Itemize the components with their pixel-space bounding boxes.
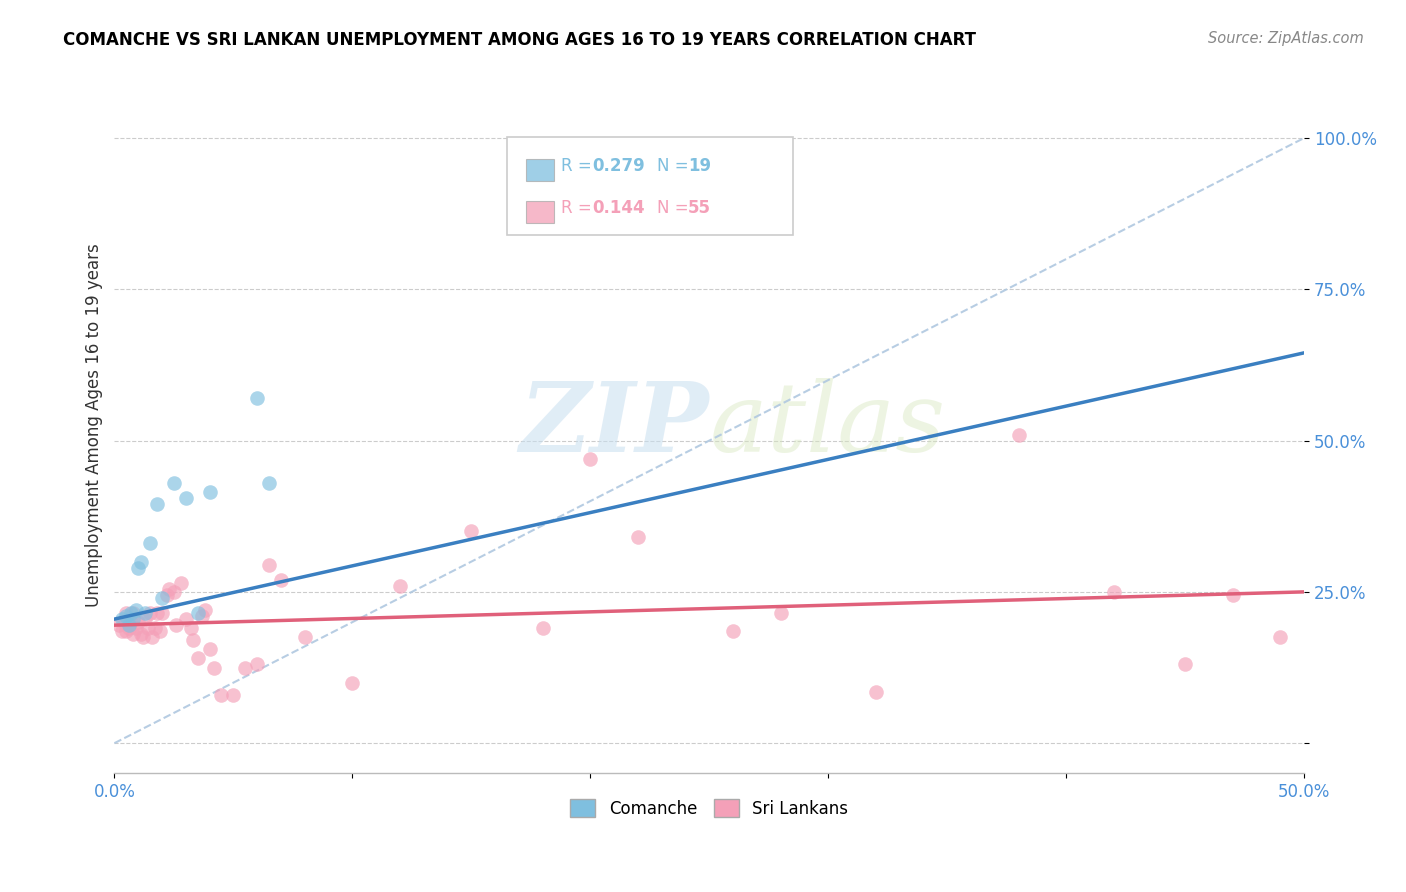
Point — [139, 606, 162, 620]
Point — [115, 624, 138, 639]
Text: N =: N = — [657, 199, 693, 218]
Point — [257, 558, 280, 572]
Point — [1008, 427, 1031, 442]
Point — [120, 615, 142, 629]
Point — [388, 579, 411, 593]
Text: atlas: atlas — [709, 378, 945, 473]
Point — [129, 555, 152, 569]
Point — [156, 588, 179, 602]
Point — [125, 603, 148, 617]
Point — [127, 615, 149, 629]
Point — [157, 582, 180, 596]
Point — [769, 606, 792, 620]
Point — [125, 621, 148, 635]
Point — [132, 630, 155, 644]
Point — [174, 612, 197, 626]
Point — [115, 609, 138, 624]
Point — [136, 621, 159, 635]
Point — [139, 536, 162, 550]
Point — [865, 684, 887, 698]
Point — [150, 591, 173, 605]
Point — [202, 660, 225, 674]
Point — [146, 497, 169, 511]
Point — [170, 575, 193, 590]
Point — [118, 621, 141, 635]
Point — [112, 615, 135, 629]
Point — [257, 475, 280, 490]
Point — [579, 451, 602, 466]
Point — [294, 630, 316, 644]
Point — [110, 612, 132, 626]
Point — [115, 606, 138, 620]
Text: Source: ZipAtlas.com: Source: ZipAtlas.com — [1208, 31, 1364, 46]
Point — [129, 627, 152, 641]
Point — [191, 609, 214, 624]
Point — [141, 630, 163, 644]
Point — [627, 530, 650, 544]
Text: 55: 55 — [688, 199, 711, 218]
Point — [1102, 585, 1125, 599]
Point — [150, 606, 173, 620]
Point — [127, 560, 149, 574]
Point — [163, 585, 186, 599]
Point — [146, 606, 169, 620]
Text: R =: R = — [561, 157, 598, 176]
Point — [187, 606, 209, 620]
Point — [134, 606, 156, 620]
Text: 19: 19 — [688, 157, 711, 176]
Point — [108, 618, 131, 632]
Point — [233, 660, 256, 674]
Point — [187, 651, 209, 665]
Point — [1222, 588, 1244, 602]
Point — [222, 688, 245, 702]
Point — [174, 491, 197, 505]
Point — [120, 606, 142, 620]
Point — [246, 657, 269, 672]
Point — [769, 149, 792, 163]
Point — [342, 675, 364, 690]
Point — [180, 621, 202, 635]
Point — [110, 624, 132, 639]
Point — [246, 391, 269, 405]
Point — [165, 618, 187, 632]
Point — [1270, 630, 1292, 644]
Point — [122, 606, 145, 620]
Y-axis label: Unemployment Among Ages 16 to 19 years: Unemployment Among Ages 16 to 19 years — [86, 244, 103, 607]
Text: 0.279: 0.279 — [592, 157, 645, 176]
Point — [118, 618, 141, 632]
Point — [122, 612, 145, 626]
Point — [143, 621, 166, 635]
Point — [211, 688, 233, 702]
Text: COMANCHE VS SRI LANKAN UNEMPLOYMENT AMONG AGES 16 TO 19 YEARS CORRELATION CHART: COMANCHE VS SRI LANKAN UNEMPLOYMENT AMON… — [63, 31, 976, 49]
Point — [270, 573, 292, 587]
Point — [198, 485, 221, 500]
Point — [163, 475, 186, 490]
Point — [181, 633, 204, 648]
Text: 0.144: 0.144 — [592, 199, 645, 218]
Text: R =: R = — [561, 199, 598, 218]
Point — [134, 612, 156, 626]
Point — [531, 621, 554, 635]
Point — [122, 627, 145, 641]
Legend: Comanche, Sri Lankans: Comanche, Sri Lankans — [564, 793, 855, 824]
Point — [721, 624, 744, 639]
Point — [149, 624, 172, 639]
Point — [198, 642, 221, 657]
Point — [1174, 657, 1197, 672]
Point — [460, 524, 482, 539]
Text: ZIP: ZIP — [520, 378, 709, 473]
Point — [194, 603, 217, 617]
Text: N =: N = — [657, 157, 693, 176]
